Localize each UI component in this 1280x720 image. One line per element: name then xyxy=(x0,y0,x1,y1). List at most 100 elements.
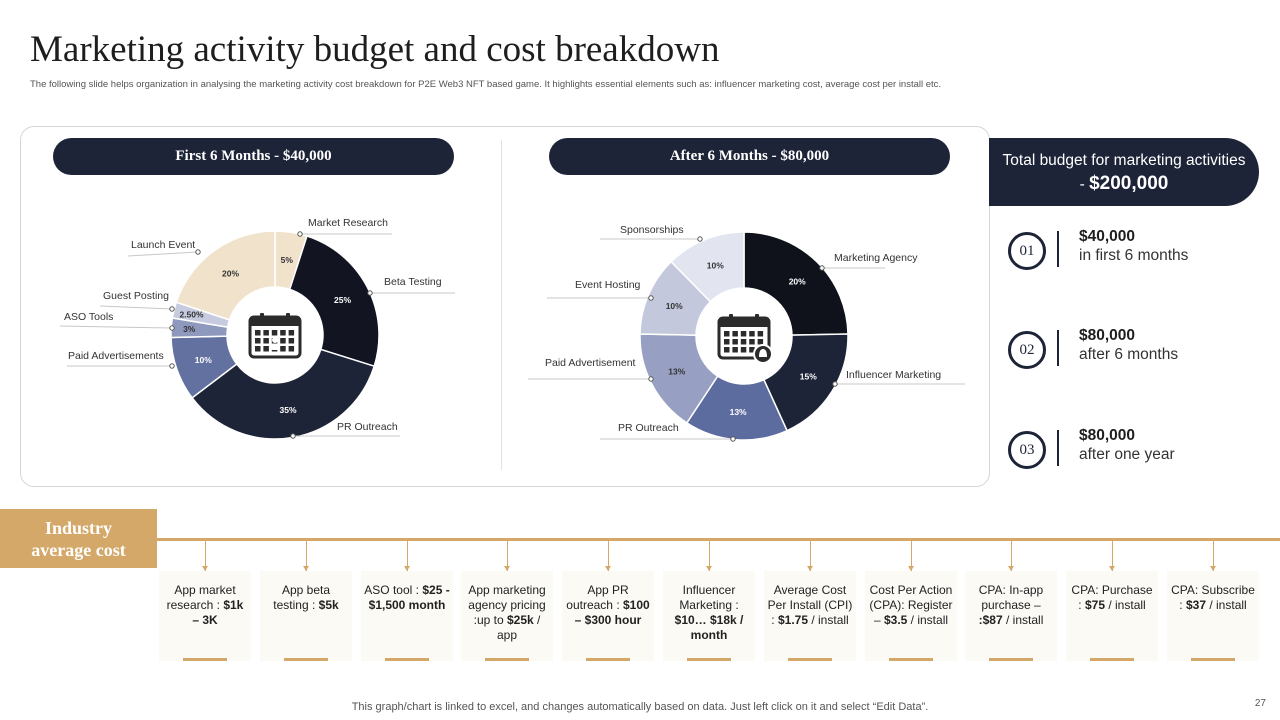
donut-2-label-event-hosting: Event Hosting xyxy=(575,279,641,291)
cost-card-label: CPA: Subscribe : xyxy=(1171,583,1255,612)
cost-card-underline xyxy=(284,658,328,661)
footer-note: This graph/chart is linked to excel, and… xyxy=(351,701,929,713)
donut-2-value-label: 13% xyxy=(668,366,685,376)
cost-card-underline xyxy=(989,658,1033,661)
donut-2-label-marketing-agency: Marketing Agency xyxy=(834,252,918,264)
callout-dot xyxy=(648,295,654,301)
calendar-icon-header xyxy=(250,317,300,326)
cost-card-value: $100 – $300 hour xyxy=(574,598,650,627)
milestone-number: 02 xyxy=(1008,331,1046,369)
calendar-icon-cell xyxy=(732,347,738,353)
donut-2-label-influencer-marketing: Influencer Marketing xyxy=(846,369,941,381)
donut-charts[interactable]: 5% Market Research 25% Beta Testing 35% PR Ou… xyxy=(0,0,1000,500)
donut-1-label-market-research: Market Research xyxy=(308,217,388,229)
callout-dot xyxy=(832,381,838,387)
callout-dot xyxy=(169,363,175,369)
cost-card: Cost Per Action (CPA): Register – $3.5 /… xyxy=(865,571,957,661)
cost-card-value: $5k xyxy=(318,598,339,612)
cost-card-suffix: / install xyxy=(1105,598,1146,612)
callout-dot xyxy=(367,290,373,296)
total-budget-separator: - xyxy=(1079,175,1090,193)
cost-card-underline xyxy=(183,658,227,661)
milestone-number: 01 xyxy=(1008,232,1046,270)
cost-card: App beta testing : $5k xyxy=(260,571,352,661)
chart-divider xyxy=(501,140,502,470)
cost-card-value: $1k – 3K xyxy=(192,598,244,627)
connector-arrow-icon xyxy=(202,566,208,571)
calendar-icon-cell xyxy=(740,339,747,345)
donut-1-slice-launch-event xyxy=(175,230,276,321)
calendar-icon-cell xyxy=(288,346,295,352)
connector-arrow-icon xyxy=(908,566,914,571)
cost-card-text: App market research : $1k – 3K xyxy=(159,583,251,628)
calendar-icon-ring xyxy=(260,313,264,322)
cost-card: App marketing agency pricing :up to $25k… xyxy=(461,571,553,661)
cost-card-text: Average Cost Per Install (CPI) : $1.75 /… xyxy=(764,583,856,628)
callout-dot xyxy=(819,265,825,271)
callout-dot xyxy=(169,306,175,312)
calendar-icon-header xyxy=(719,318,769,327)
cost-card: App market research : $1k – 3K xyxy=(159,571,251,661)
cost-card-underline xyxy=(687,658,731,661)
calendar-icon-cell xyxy=(280,330,286,336)
person-icon-head xyxy=(272,337,278,343)
calendar-icon-cell xyxy=(724,339,730,345)
callout-dot xyxy=(290,433,296,439)
donut-1-label-beta-testing: Beta Testing xyxy=(384,276,442,288)
cost-card-value: $1.75 xyxy=(777,613,809,627)
calendar-icon-cell xyxy=(280,346,286,352)
cost-card-suffix: / install xyxy=(1206,598,1247,612)
cost-card-label: Influencer Marketing : xyxy=(679,583,739,612)
cost-card-value: $25k xyxy=(507,613,534,627)
page-number: 27 xyxy=(1254,698,1266,709)
donut-2-value-label: 10% xyxy=(707,261,724,271)
donut-1-value-label: 25% xyxy=(334,295,351,305)
cost-card-text: ASO tool : $25 - $1,500 month xyxy=(361,583,453,613)
donut-2-slice-influencer-marketing xyxy=(762,333,849,432)
calendar-icon-cell xyxy=(271,330,278,336)
calendar-icon-cell xyxy=(263,338,269,344)
cost-card-underline xyxy=(788,658,832,661)
donut-2-value-label: 15% xyxy=(800,372,817,382)
calendar-icon-cell xyxy=(280,338,286,344)
connector-arrow-icon xyxy=(1008,566,1014,571)
cost-card-underline xyxy=(1191,658,1235,661)
calendar-icon-cell xyxy=(740,331,747,337)
cost-card: ASO tool : $25 - $1,500 month xyxy=(361,571,453,661)
donut-1-label-guest-posting: Guest Posting xyxy=(103,290,169,302)
donut-2-label-pr-outreach: PR Outreach xyxy=(618,422,679,434)
card-connector xyxy=(605,541,611,571)
chart-2-title: After 6 Months - $80,000 xyxy=(549,138,950,175)
donut-1-label-paid-advertisements: Paid Advertisements xyxy=(68,350,164,362)
card-connector xyxy=(404,541,410,571)
cost-card: App PR outreach : $100 – $300 hour xyxy=(562,571,654,661)
callout-dot xyxy=(648,376,654,382)
cost-card: Influencer Marketing : $10… $18k / month xyxy=(663,571,755,661)
calendar-icon-cell xyxy=(757,331,764,337)
milestone-separator xyxy=(1057,231,1059,267)
donut-1-label-pr-outreach: PR Outreach xyxy=(337,421,398,433)
industry-label-line2: average cost xyxy=(31,539,126,560)
cost-card-label: CPA: In-app purchase – xyxy=(978,583,1044,612)
cost-card-label: App beta testing : xyxy=(273,583,331,612)
milestone-desc: after 6 months xyxy=(1079,346,1179,363)
cost-card-text: App PR outreach : $100 – $300 hour xyxy=(562,583,654,628)
calendar-icon-ring xyxy=(286,313,290,322)
cost-card-text: CPA: In-app purchase – :$87 / install xyxy=(965,583,1057,628)
cost-card-text: App beta testing : $5k xyxy=(260,583,352,613)
cost-card-value: $75 xyxy=(1084,598,1106,612)
milestone-amount: $80,000 xyxy=(1079,327,1136,344)
connector-arrow-icon xyxy=(605,566,611,571)
calendar-icon-cell xyxy=(255,338,261,344)
card-connector xyxy=(1210,541,1216,571)
cost-card-label: App marketing agency pricing :up to xyxy=(468,583,546,627)
cost-card-value: $10… $18k / month xyxy=(674,613,744,642)
callout-dot xyxy=(697,236,703,242)
calendar-icon-cell xyxy=(749,347,755,353)
cost-card-value: $3.5 xyxy=(883,613,908,627)
cost-card-value: :$87 xyxy=(978,613,1003,627)
calendar-icon-cell xyxy=(740,347,747,353)
connector-arrow-icon xyxy=(1210,566,1216,571)
milestone-2: 02 $80,000 after 6 months xyxy=(1008,327,1258,370)
cost-card-label: Average Cost Per Install (CPI) : xyxy=(767,583,853,627)
